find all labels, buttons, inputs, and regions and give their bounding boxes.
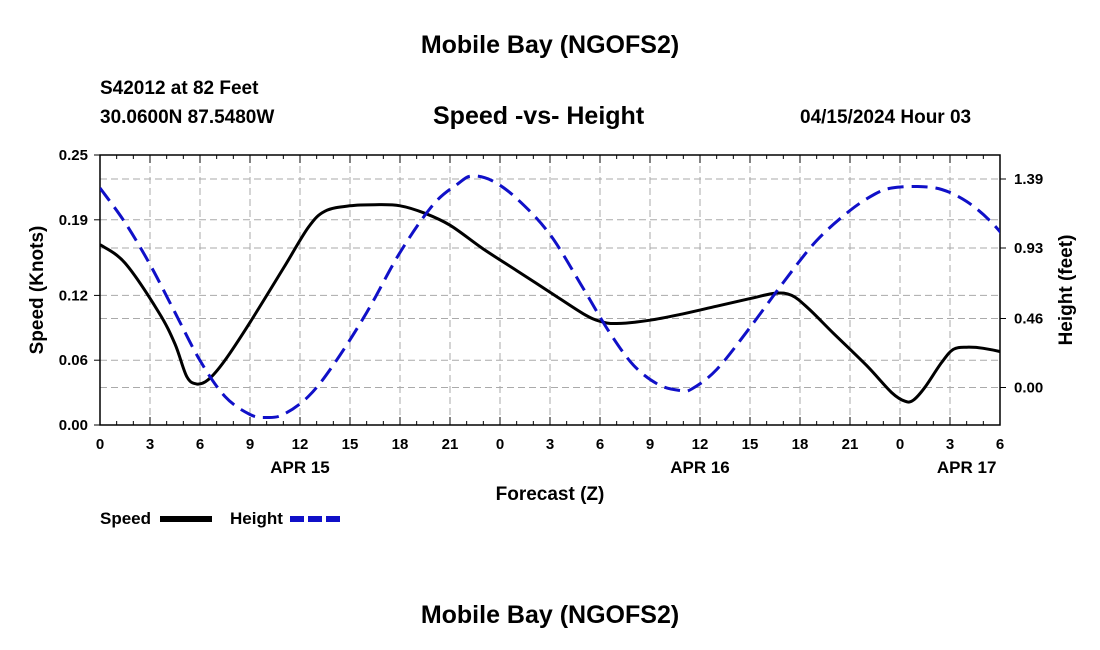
x-tick-label: 3 bbox=[546, 436, 554, 453]
legend-height-label: Height bbox=[230, 509, 283, 528]
x-tick-label: 21 bbox=[842, 436, 859, 453]
x-tick-label: 15 bbox=[742, 436, 759, 453]
coordinates-label: 30.0600N 87.5480W bbox=[100, 107, 275, 128]
y-left-tick-label: 0.19 bbox=[59, 212, 88, 229]
x-tick-label: 9 bbox=[246, 436, 254, 453]
legend-height-swatch bbox=[290, 516, 342, 522]
x-tick-label: 18 bbox=[792, 436, 809, 453]
legend-speed-label: Speed bbox=[100, 509, 152, 528]
x-tick-label: 6 bbox=[196, 436, 204, 453]
chart: 0 3 6 9 12 15 18 21 0 3 6 9 12 15 18 21 0 3 6 APR 15 APR 16 A… bbox=[27, 147, 1077, 505]
y-left-tick-label: 0.00 bbox=[59, 417, 88, 434]
x-date-label: APR 16 bbox=[670, 458, 730, 477]
y-left-axis-title: Speed (Knots) bbox=[27, 226, 48, 355]
datetime-label: 04/15/2024 Hour 03 bbox=[800, 107, 972, 128]
x-tick-label: 0 bbox=[496, 436, 504, 453]
x-tick-label: 6 bbox=[996, 436, 1004, 453]
y-right-axis-title: Height (feet) bbox=[1056, 235, 1077, 346]
chart-title: Mobile Bay (NGOFS2) bbox=[420, 31, 680, 59]
x-tick-label: 3 bbox=[946, 436, 954, 453]
legend-speed-swatch bbox=[160, 516, 212, 522]
y-right-tick-label: 0.00 bbox=[1014, 380, 1043, 397]
y-right-tick-label: 0.93 bbox=[1014, 240, 1043, 257]
speed-series-line bbox=[100, 203, 1000, 404]
footer-title: Mobile Bay (NGOFS2) bbox=[420, 601, 680, 629]
x-tick-label: 12 bbox=[292, 436, 309, 453]
x-tick-label: 6 bbox=[596, 436, 604, 453]
station-label: S42012 at 82 Feet bbox=[100, 78, 259, 99]
chart-subtitle: Speed -vs- Height bbox=[433, 102, 645, 130]
height-series-line bbox=[100, 174, 1000, 420]
x-date-label: APR 15 bbox=[270, 458, 330, 477]
x-tick-label: 12 bbox=[692, 436, 709, 453]
series-group bbox=[100, 174, 1000, 420]
x-date-label: APR 17 bbox=[937, 458, 997, 477]
y-right-tick-label: 0.46 bbox=[1014, 311, 1043, 328]
x-tick-label: 15 bbox=[342, 436, 359, 453]
x-tick-label: 0 bbox=[896, 436, 904, 453]
y-left-tick-label: 0.12 bbox=[59, 287, 88, 304]
y-right-tick-label: 1.39 bbox=[1014, 171, 1043, 188]
y-left-tick-label: 0.25 bbox=[59, 147, 88, 164]
x-axis-title: Forecast (Z) bbox=[496, 484, 605, 505]
x-tick-label: 0 bbox=[96, 436, 104, 453]
x-tick-label: 3 bbox=[146, 436, 154, 453]
y-left-tick-label: 0.06 bbox=[59, 352, 88, 369]
x-tick-label: 21 bbox=[442, 436, 459, 453]
x-tick-label: 18 bbox=[392, 436, 409, 453]
x-tick-label: 9 bbox=[646, 436, 654, 453]
